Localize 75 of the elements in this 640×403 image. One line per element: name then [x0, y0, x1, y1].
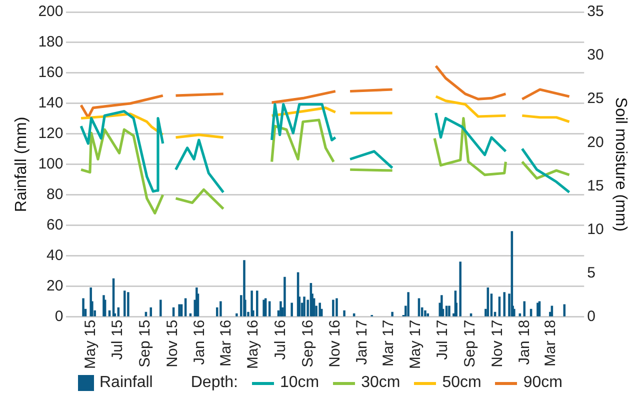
- y2-tick-label: 25: [587, 90, 604, 108]
- y2-tick-label: 5: [587, 264, 596, 282]
- y2-tick-label: 0: [587, 308, 596, 325]
- bar: [391, 312, 394, 316]
- x-tick-label: Sep 17: [462, 320, 479, 368]
- bar: [523, 301, 526, 316]
- y2-tick-label: 30: [587, 46, 604, 64]
- y-tick-label: 200: [38, 3, 64, 20]
- bar: [424, 310, 426, 316]
- bar: [498, 296, 501, 316]
- x-tick-label: Sep 15: [136, 320, 154, 368]
- bar: [448, 306, 450, 316]
- legend-label: Rainfall: [100, 374, 153, 392]
- bar: [343, 310, 346, 316]
- bar: [318, 302, 321, 316]
- bar: [264, 298, 267, 316]
- bar: [184, 298, 187, 316]
- x-tick-label: Nov 15: [164, 320, 181, 368]
- x-tick-label: Jan 17: [354, 320, 371, 365]
- bar: [332, 300, 334, 316]
- bar: [160, 300, 162, 316]
- x-tick-label: Mar 16: [218, 320, 235, 366]
- y2-axis-title: Soil moisture (mm): [612, 97, 629, 232]
- x-tick-label: Jan 16: [190, 320, 208, 365]
- bar: [268, 301, 271, 316]
- x-tick-label: Mar 17: [380, 320, 397, 366]
- bar: [336, 298, 338, 316]
- bar: [459, 262, 462, 316]
- bar: [290, 302, 293, 316]
- bar: [150, 307, 152, 316]
- y-tick-label: 120: [38, 125, 64, 142]
- y-tick-label: 140: [38, 94, 64, 112]
- y-tick-label: 80: [46, 186, 64, 204]
- legend-title: Depth:: [190, 374, 238, 392]
- bar: [256, 290, 258, 316]
- bar: [262, 300, 265, 316]
- y2-tick-label: 35: [587, 3, 604, 20]
- x-tick-label: May 16: [244, 320, 262, 370]
- y2-tick-label: 20: [587, 134, 604, 151]
- x-tick-label: Jul 17: [434, 320, 452, 360]
- y-tick-label: 160: [38, 64, 64, 82]
- legend-label: 90cm: [523, 374, 562, 392]
- legend-label: 10cm: [280, 374, 320, 392]
- x-tick-label: Jul 16: [272, 320, 289, 360]
- y2-tick-label: 10: [587, 220, 604, 238]
- bar: [82, 298, 84, 316]
- x-tick-label: May 15: [82, 320, 99, 370]
- y-tick-label: 0: [54, 308, 64, 325]
- y-tick-label: 180: [38, 34, 64, 51]
- bar: [503, 292, 506, 316]
- bar: [418, 298, 420, 316]
- x-tick-label: Nov 17: [488, 320, 506, 368]
- y2-tick-label: 15: [587, 177, 604, 194]
- bar: [407, 292, 410, 316]
- legend-label: 30cm: [361, 374, 400, 392]
- bar: [284, 276, 286, 316]
- bar: [236, 313, 238, 316]
- x-tick-label: Sep 16: [299, 320, 316, 368]
- bar: [178, 304, 180, 316]
- x-tick-label: Jan 18: [516, 320, 533, 365]
- y-axis-title: Rainfall (mm): [13, 116, 30, 212]
- x-tick-label: Nov 16: [326, 320, 344, 368]
- legend-label: 50cm: [442, 374, 482, 392]
- bar: [127, 292, 130, 316]
- y-tick-label: 100: [38, 156, 64, 173]
- y-tick-label: 20: [46, 277, 64, 294]
- bar: [303, 296, 306, 316]
- bar: [220, 301, 222, 316]
- x-tick-label: Jul 15: [109, 320, 126, 360]
- bar: [124, 290, 126, 316]
- x-tick-label: May 17: [407, 320, 424, 370]
- bar: [250, 290, 253, 316]
- y-tick-label: 60: [46, 216, 64, 234]
- x-tick-label: Mar 18: [542, 320, 560, 366]
- y-tick-label: 40: [46, 246, 64, 264]
